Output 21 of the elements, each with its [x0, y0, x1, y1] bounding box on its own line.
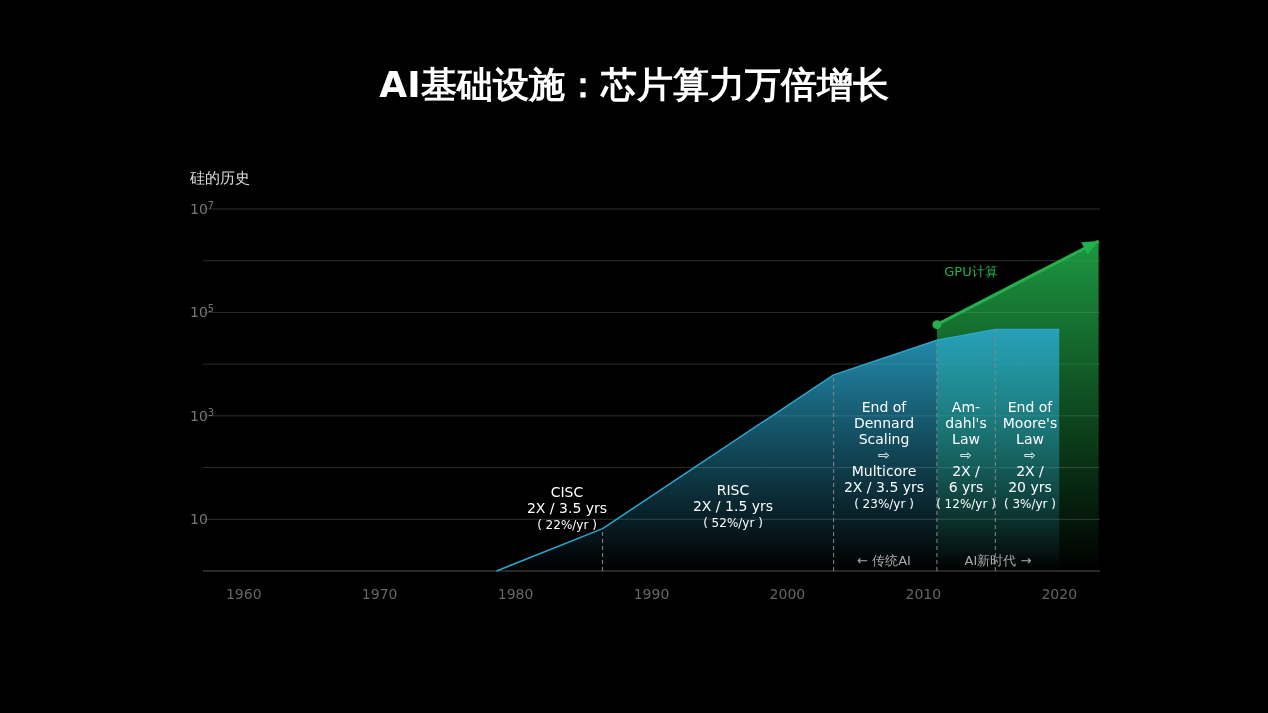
annotation: GPU计算	[944, 264, 998, 279]
y-tick-label: 10$^{3}$	[190, 406, 215, 424]
annotation: End of Moore's Law ⇨ 2X / 20 yrs ( 3%/yr )	[1002, 399, 1058, 511]
y-tick-label: 10	[190, 511, 208, 528]
annotation: CISC 2X / 3.5 yrs ( 22%/yr )	[526, 484, 608, 532]
x-tick-label: 1990	[633, 586, 670, 602]
annotation: ← 传统AI	[857, 553, 911, 568]
annotation: End of Dennard Scaling ⇨ Multicore 2X / 3.5 yrs ( 23%/yr )	[843, 399, 925, 511]
annotation: AI新时代 →	[964, 553, 1032, 568]
y-tick-label: 10$^{7}$	[190, 199, 215, 217]
chart-title: AI基础设施：芯片算力万倍增长	[379, 64, 889, 105]
x-tick-label: 1970	[361, 586, 398, 602]
x-tick-label: 1980	[497, 586, 534, 602]
x-tick-label: 2000	[769, 586, 806, 602]
y-axis-title: 硅的历史	[189, 169, 250, 187]
annotation: Am- dahl's Law ⇨ 2X / 6 yrs ( 12%/yr )	[936, 399, 996, 511]
x-tick-label: 2010	[905, 586, 942, 602]
x-tick-label: 1960	[225, 586, 262, 602]
annotation: RISC 2X / 1.5 yrs ( 52%/yr )	[692, 482, 774, 530]
x-tick-label: 2020	[1041, 586, 1078, 602]
y-tick-label: 10$^{5}$	[190, 302, 215, 321]
